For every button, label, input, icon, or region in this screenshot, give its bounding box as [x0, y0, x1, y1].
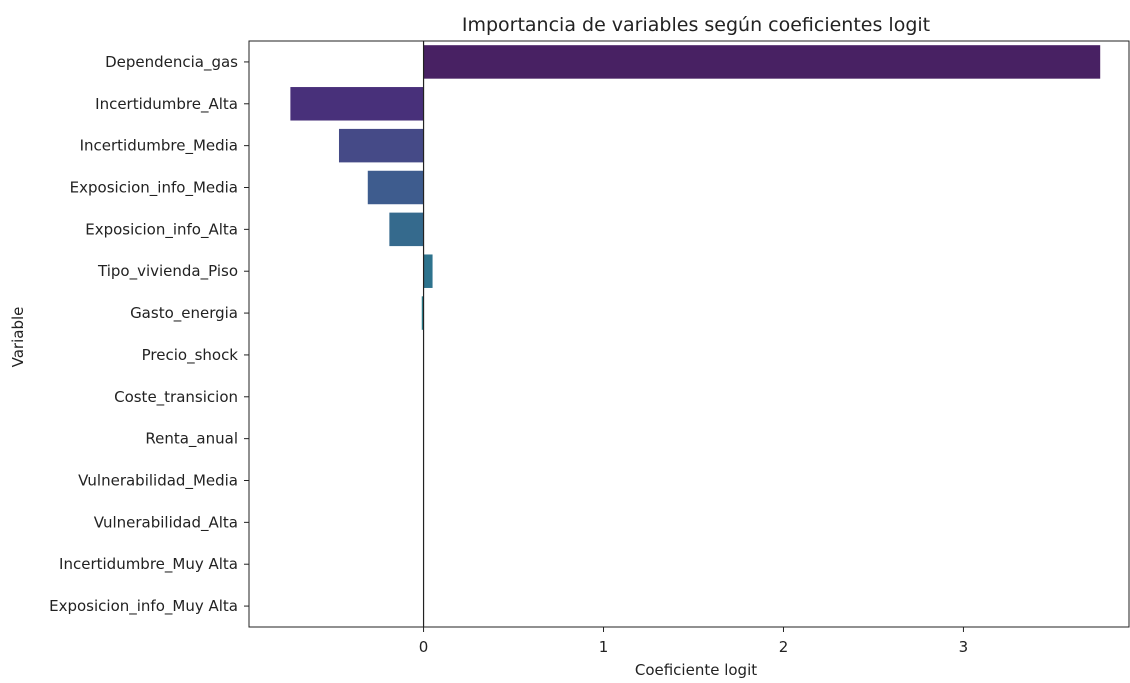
y-tick-label: Incertidumbre_Alta	[95, 95, 238, 114]
bar-exposicion-info-media	[367, 170, 424, 205]
bar-incertidumbre-media	[338, 128, 424, 163]
y-axis-label: Variable	[9, 307, 27, 368]
y-tick-label: Vulnerabilidad_Alta	[94, 513, 238, 532]
y-tick-label: Incertidumbre_Media	[80, 137, 238, 156]
x-tick-labels: 0 1 2 3	[419, 627, 968, 656]
y-tick-label: Dependencia_gas	[105, 53, 238, 72]
bar-gasto-energia	[421, 296, 424, 330]
y-tick-label: Renta_anual	[145, 430, 238, 449]
y-tick-label: Precio_shock	[142, 346, 239, 365]
chart-title: Importancia de variables según coeficien…	[462, 14, 930, 36]
x-tick-label: 0	[419, 638, 429, 656]
plot-frame	[248, 40, 1130, 628]
y-tick-label: Tipo_vivienda_Piso	[97, 262, 238, 281]
x-axis-label: Coeficiente logit	[635, 661, 757, 679]
bar-incertidumbre-alta	[290, 87, 424, 121]
bar-dependencia-gas	[423, 45, 1101, 79]
y-tick-label: Exposicion_info_Muy Alta	[49, 597, 238, 616]
y-tick-label: Exposicion_info_Media	[70, 179, 238, 198]
x-tick-label: 1	[599, 638, 609, 656]
y-tick-label: Gasto_energia	[130, 304, 238, 323]
y-tick-label: Incertidumbre_Muy Alta	[59, 555, 238, 574]
y-tick-labels: Dependencia_gas Incertidumbre_Alta Incerti…	[49, 53, 249, 616]
y-tick-label: Vulnerabilidad_Media	[78, 472, 238, 491]
x-tick-label: 3	[959, 638, 969, 656]
y-tick-label: Coste_transicion	[114, 388, 238, 407]
y-tick-label: Exposicion_info_Alta	[85, 220, 238, 239]
plot-area	[248, 40, 1130, 628]
bar-tipo-vivienda-piso	[423, 254, 433, 288]
bar-exposicion-info-alta	[389, 212, 424, 247]
x-tick-label: 2	[779, 638, 789, 656]
